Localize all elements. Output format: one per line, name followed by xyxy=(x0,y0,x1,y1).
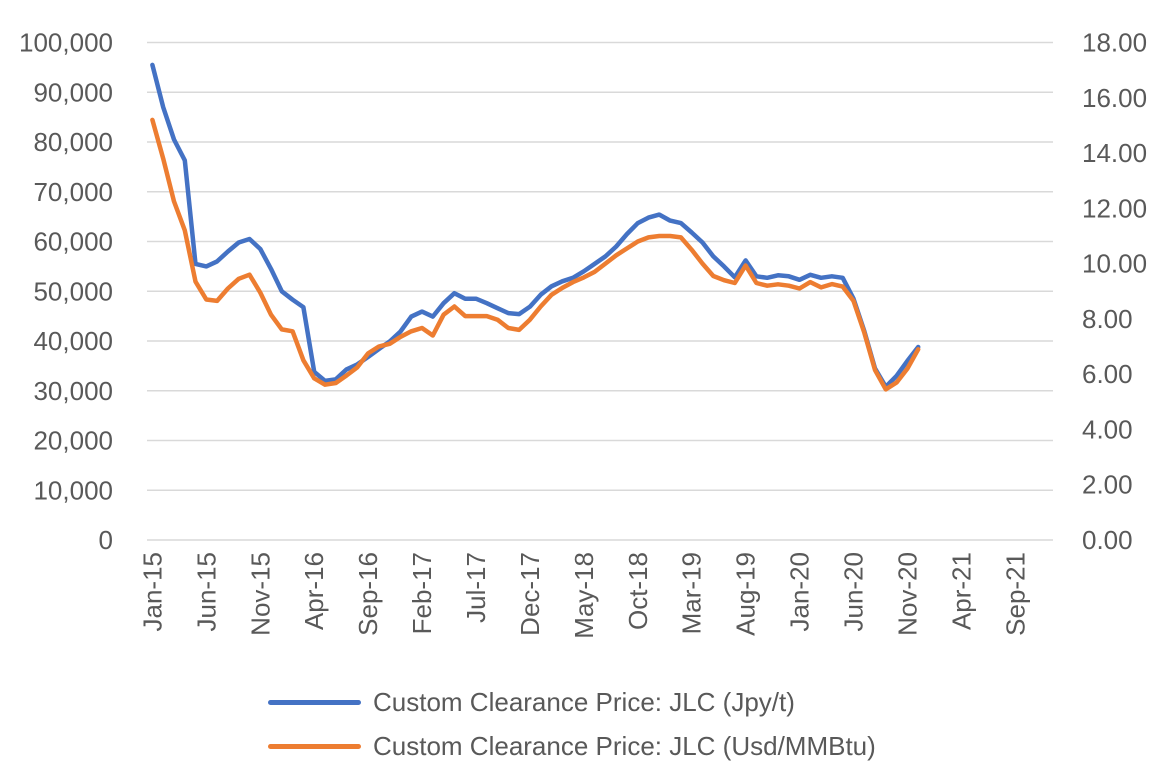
x-axis-tick-label: Apr-21 xyxy=(946,552,976,630)
right-axis-tick-label: 0.00 xyxy=(1082,525,1133,555)
legend-line-swatch-blue xyxy=(268,700,361,705)
right-axis-tick-label: 6.00 xyxy=(1082,359,1133,389)
x-axis-tick-label: Sep-16 xyxy=(353,552,383,636)
right-axis-tick-label: 18.00 xyxy=(1082,28,1147,58)
right-axis-tick-label: 8.00 xyxy=(1082,304,1133,334)
legend-label-usd: Custom Clearance Price: JLC (Usd/MMBtu) xyxy=(373,731,876,761)
right-axis-tick-label: 16.00 xyxy=(1082,83,1147,113)
left-axis-tick-label: 80,000 xyxy=(33,127,113,157)
x-axis-tick-label: Nov-15 xyxy=(245,552,275,636)
legend-label-jpy: Custom Clearance Price: JLC (Jpy/t) xyxy=(373,687,795,717)
x-axis-tick-label: Mar-19 xyxy=(677,552,707,634)
left-axis-tick-label: 50,000 xyxy=(33,276,113,306)
x-axis-tick-label: Jan-20 xyxy=(785,552,815,632)
left-axis-tick-label: 70,000 xyxy=(33,177,113,207)
x-axis-tick-label: May-18 xyxy=(569,552,599,639)
legend-line-swatch-orange xyxy=(268,744,361,749)
x-axis-tick-label: Dec-17 xyxy=(515,552,545,636)
x-axis-tick-label: Jun-20 xyxy=(838,552,868,632)
left-axis-tick-label: 30,000 xyxy=(33,376,113,406)
left-axis-tick-label: 10,000 xyxy=(33,475,113,505)
x-axis-tick-label: Jul-17 xyxy=(461,552,491,623)
legend-item-jpy: Custom Clearance Price: JLC (Jpy/t) xyxy=(268,686,876,719)
right-axis-tick-label: 10.00 xyxy=(1082,249,1147,279)
series-line-jpy xyxy=(150,62,921,390)
left-axis-tick-label: 40,000 xyxy=(33,326,113,356)
chart-legend: Custom Clearance Price: JLC (Jpy/t) Cust… xyxy=(268,686,876,763)
left-axis-tick-label: 60,000 xyxy=(33,227,113,257)
x-axis-tick-label: Jun-15 xyxy=(191,552,221,632)
right-axis-tick-label: 14.00 xyxy=(1082,138,1147,168)
series-line-usd xyxy=(150,117,921,392)
left-axis-tick-label: 90,000 xyxy=(33,77,113,107)
x-axis-tick-label: Jan-15 xyxy=(137,552,167,632)
left-axis-tick-label: 100,000 xyxy=(19,28,113,58)
legend-item-usd: Custom Clearance Price: JLC (Usd/MMBtu) xyxy=(268,730,876,763)
left-axis-tick-label: 0 xyxy=(99,525,113,555)
left-axis-tick-label: 20,000 xyxy=(33,426,113,456)
right-axis-tick-label: 4.00 xyxy=(1082,414,1133,444)
x-axis-tick-label: Oct-18 xyxy=(623,552,653,630)
x-axis-tick-label: Nov-20 xyxy=(892,552,922,636)
x-axis-tick-label: Aug-19 xyxy=(731,552,761,636)
right-axis-tick-label: 12.00 xyxy=(1082,193,1147,223)
x-axis-tick-label: Feb-17 xyxy=(407,552,437,634)
x-axis-tick-label: Sep-21 xyxy=(1000,552,1030,636)
x-axis-tick-label: Apr-16 xyxy=(299,552,329,630)
right-axis-tick-label: 2.00 xyxy=(1082,470,1133,500)
